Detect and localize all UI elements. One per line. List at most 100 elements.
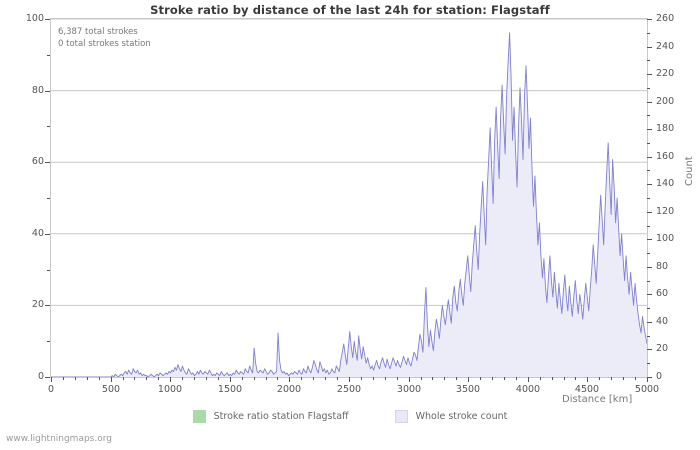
x-tick-3300 bbox=[444, 377, 445, 380]
y-right-tick-70 bbox=[647, 281, 650, 282]
x-tick-label-3000: 3000 bbox=[396, 384, 422, 395]
x-tick-800 bbox=[146, 377, 147, 380]
x-tick-1000 bbox=[170, 377, 171, 382]
x-tick-1200 bbox=[194, 377, 195, 380]
y-right-tick-label-260: 260 bbox=[656, 13, 675, 24]
x-tick-3700 bbox=[492, 377, 493, 380]
chart-title: Stroke ratio by distance of the last 24h… bbox=[150, 3, 550, 17]
x-tick-3200 bbox=[432, 377, 433, 380]
x-tick-2500 bbox=[349, 377, 350, 382]
x-tick-label-1000: 1000 bbox=[157, 384, 183, 395]
legend-item-whole-stroke-count[interactable]: Whole stroke count bbox=[394, 410, 508, 423]
y-right-tick-label-240: 240 bbox=[656, 41, 675, 52]
x-tick-2000 bbox=[289, 377, 290, 382]
x-tick-1500 bbox=[230, 377, 231, 382]
x-tick-600 bbox=[123, 377, 124, 380]
y-left-tick-0 bbox=[45, 377, 50, 378]
x-tick-label-1500: 1500 bbox=[217, 384, 243, 395]
y-right-tick-230 bbox=[647, 60, 650, 61]
y-right-tick-260 bbox=[647, 19, 652, 20]
y-left-tick-60 bbox=[45, 162, 50, 163]
y-right-tick-170 bbox=[647, 143, 650, 144]
annotation-total-strokes-station: 0 total strokes station bbox=[58, 38, 151, 49]
x-tick-label-3500: 3500 bbox=[455, 384, 481, 395]
y-right-tick-190 bbox=[647, 115, 650, 116]
y-right-tick-100 bbox=[647, 239, 652, 240]
x-axis-label: Distance [km] bbox=[562, 394, 633, 405]
x-tick-label-4500: 4500 bbox=[574, 384, 600, 395]
y-right-tick-250 bbox=[647, 33, 650, 34]
x-tick-3900 bbox=[516, 377, 517, 380]
x-tick-1300 bbox=[206, 377, 207, 380]
y-right-tick-50 bbox=[647, 308, 650, 309]
x-tick-3400 bbox=[456, 377, 457, 380]
y-right-tick-label-220: 220 bbox=[656, 68, 675, 79]
y-right-tick-30 bbox=[647, 336, 650, 337]
x-tick-3000 bbox=[409, 377, 410, 382]
y-left-tick-70 bbox=[47, 126, 50, 127]
y-left-tick-20 bbox=[45, 305, 50, 306]
y-axis-right-label: Count bbox=[684, 156, 695, 186]
y-right-tick-120 bbox=[647, 212, 652, 213]
y-left-tick-40 bbox=[45, 234, 50, 235]
y-right-tick-160 bbox=[647, 157, 652, 158]
x-tick-1700 bbox=[254, 377, 255, 380]
legend-swatch-stroke-ratio bbox=[192, 410, 206, 423]
y-right-tick-80 bbox=[647, 267, 652, 268]
y-right-tick-label-140: 140 bbox=[656, 178, 675, 189]
y-right-tick-label-100: 100 bbox=[656, 233, 675, 244]
x-tick-200 bbox=[75, 377, 76, 380]
x-tick-1600 bbox=[242, 377, 243, 380]
y-right-tick-210 bbox=[647, 88, 650, 89]
y-right-tick-60 bbox=[647, 294, 652, 295]
x-tick-2600 bbox=[361, 377, 362, 380]
x-tick-3500 bbox=[468, 377, 469, 382]
legend-item-stroke-ratio[interactable]: Stroke ratio station Flagstaff bbox=[192, 410, 349, 423]
annotation-total-strokes: 6,387 total strokes bbox=[58, 27, 138, 37]
y-right-tick-20 bbox=[647, 349, 652, 350]
y-right-tick-0 bbox=[647, 377, 652, 378]
x-tick-4300 bbox=[564, 377, 565, 380]
y-right-tick-150 bbox=[647, 170, 650, 171]
x-tick-0 bbox=[51, 377, 52, 382]
y-left-tick-label-100: 100 bbox=[25, 13, 44, 24]
whole-stroke-count-area bbox=[51, 32, 647, 377]
x-tick-500 bbox=[111, 377, 112, 382]
y-left-tick-10 bbox=[47, 341, 50, 342]
x-tick-2300 bbox=[325, 377, 326, 380]
x-tick-1100 bbox=[182, 377, 183, 380]
y-right-tick-220 bbox=[647, 74, 652, 75]
x-tick-2700 bbox=[373, 377, 374, 380]
legend-swatch-whole-stroke-count bbox=[394, 410, 408, 423]
y-left-tick-30 bbox=[47, 270, 50, 271]
y-right-tick-10 bbox=[647, 363, 650, 364]
x-tick-label-500: 500 bbox=[101, 384, 121, 395]
x-tick-label-0: 0 bbox=[47, 384, 55, 395]
x-tick-4400 bbox=[575, 377, 576, 380]
x-tick-4900 bbox=[635, 377, 636, 380]
y-right-tick-label-160: 160 bbox=[656, 151, 675, 162]
y-right-tick-label-40: 40 bbox=[656, 316, 669, 327]
x-tick-100 bbox=[63, 377, 64, 380]
whole-stroke-count-line bbox=[51, 32, 647, 377]
stroke-count-area-chart bbox=[51, 19, 647, 377]
x-tick-300 bbox=[87, 377, 88, 380]
x-tick-3600 bbox=[480, 377, 481, 380]
y-right-tick-130 bbox=[647, 198, 650, 199]
x-tick-label-2000: 2000 bbox=[276, 384, 302, 395]
y-right-tick-40 bbox=[647, 322, 652, 323]
y-right-tick-label-200: 200 bbox=[656, 96, 675, 107]
x-tick-4700 bbox=[611, 377, 612, 380]
y-left-tick-label-80: 80 bbox=[31, 85, 44, 96]
y-right-tick-140 bbox=[647, 184, 652, 185]
legend-label-whole-stroke-count: Whole stroke count bbox=[415, 411, 508, 422]
legend-label-stroke-ratio: Stroke ratio station Flagstaff bbox=[213, 411, 349, 422]
x-tick-label-5000: 5000 bbox=[634, 384, 660, 395]
footer-url: www.lightningmaps.org bbox=[6, 434, 112, 444]
x-tick-label-4000: 4000 bbox=[515, 384, 541, 395]
x-tick-1400 bbox=[218, 377, 219, 380]
x-tick-2900 bbox=[397, 377, 398, 380]
x-tick-2100 bbox=[301, 377, 302, 380]
x-tick-700 bbox=[134, 377, 135, 380]
